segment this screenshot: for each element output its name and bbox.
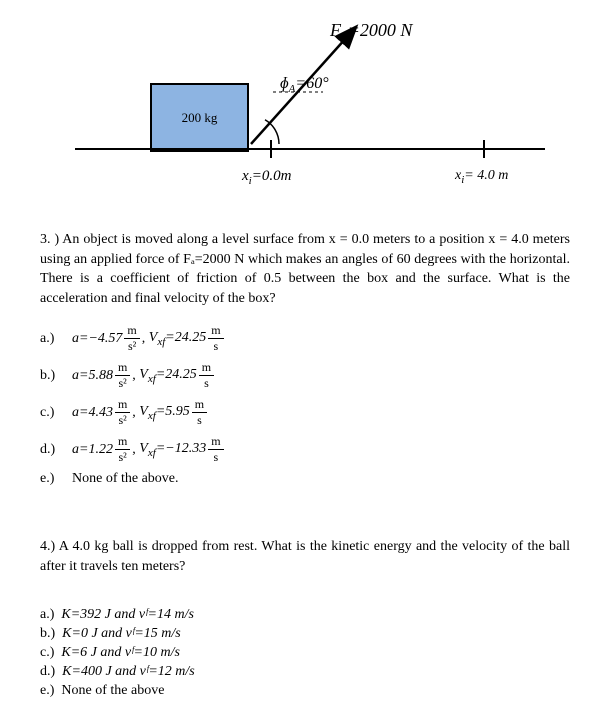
question-4: 4.) A 4.0 kg ball is dropped from rest. …: [40, 537, 570, 698]
question-4-options: a.) K=392 J and vᶠ=14 m/s b.) K=0 J and …: [40, 607, 570, 699]
position-tick-start: [270, 140, 272, 158]
q4-option-d: d.) K=400 J and vᶠ=12 m/s: [40, 664, 570, 680]
ground-line: [75, 148, 545, 150]
q3-option-e: e.) None of the above.: [40, 471, 570, 487]
position-label-start: xi=0.0m: [242, 168, 291, 187]
question-3-text: 3. ) An object is moved along a level su…: [40, 230, 570, 308]
question-4-text: 4.) A 4.0 kg ball is dropped from rest. …: [40, 537, 570, 576]
position-label-end: xi= 4.0 m: [455, 168, 508, 186]
q3-option-c: c.) a=4.43 ms² , Vxf=5.95 ms: [40, 397, 570, 428]
q4-option-b: b.) K=0 J and vᶠ=15 m/s: [40, 626, 570, 642]
physics-diagram: FA=2000 N ɸA=60° 200 kg xi=0.0m xi= 4.0 …: [55, 20, 555, 210]
force-magnitude-label: FA=2000 N: [330, 20, 412, 44]
q3-option-b: b.) a=5.88 ms² , Vxf=24.25 ms: [40, 360, 570, 391]
position-tick-end: [483, 140, 485, 158]
angle-label: ɸA=60°: [280, 75, 329, 95]
q4-option-c: c.) K=6 J and vᶠ=10 m/s: [40, 645, 570, 661]
q3-option-a: a.) a=−4.57 ms² , Vxf=24.25 ms: [40, 323, 570, 354]
q3-option-d: d.) a=1.22 ms² , Vxf=−12.33 ms: [40, 434, 570, 465]
mass-box: 200 kg: [150, 83, 249, 152]
question-3-options: a.) a=−4.57 ms² , Vxf=24.25 ms b.) a=5.8…: [40, 323, 570, 487]
q4-option-e: e.) None of the above: [40, 683, 570, 699]
q4-option-a: a.) K=392 J and vᶠ=14 m/s: [40, 607, 570, 623]
mass-label: 200 kg: [182, 110, 218, 126]
angle-arc: [265, 120, 279, 144]
